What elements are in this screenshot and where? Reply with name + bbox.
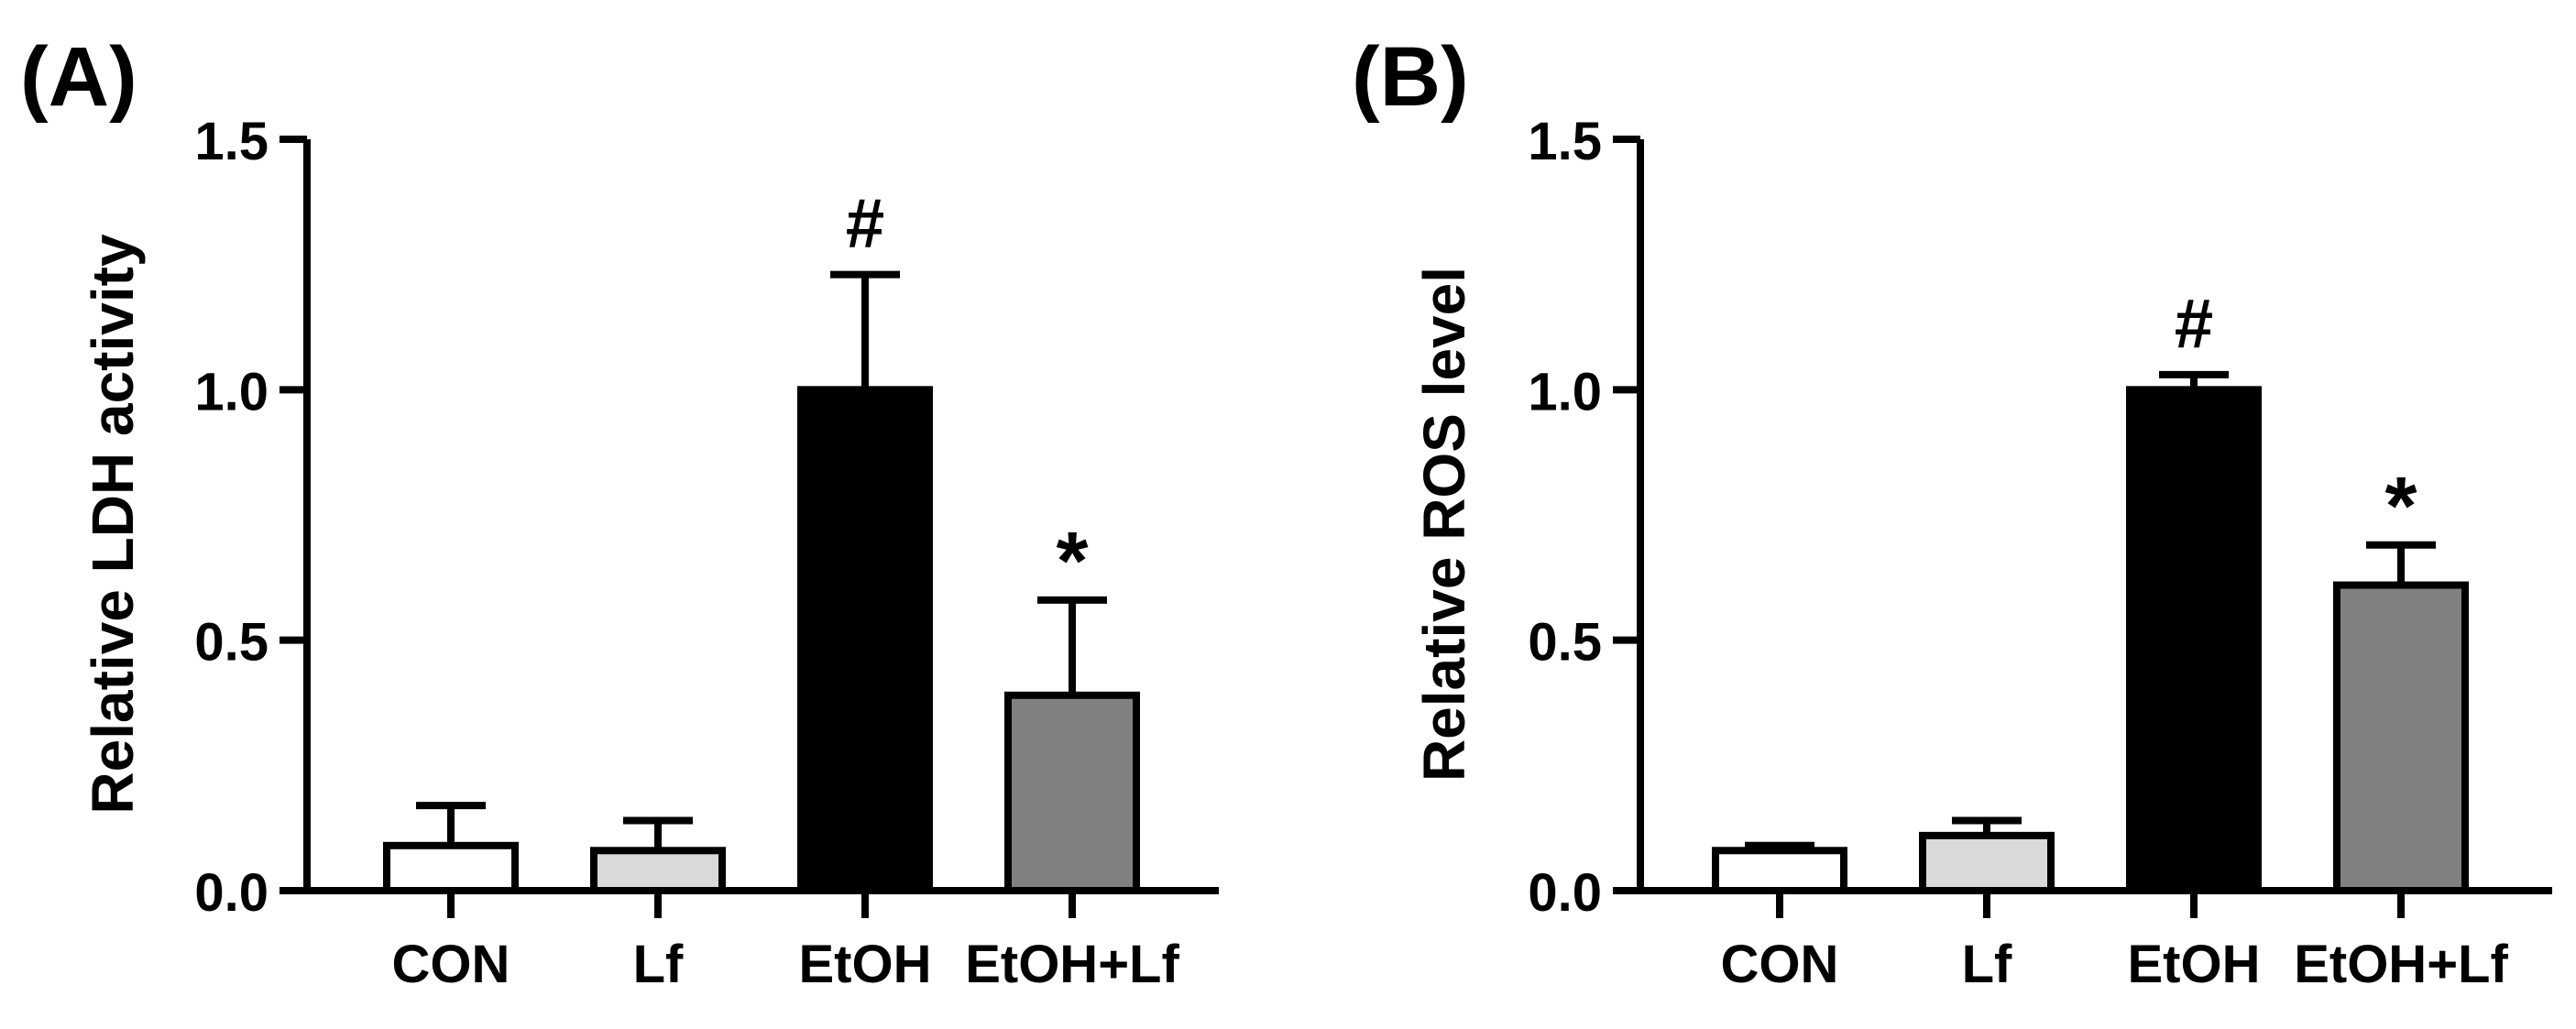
- x-tick-label: EtOH: [2128, 935, 2261, 994]
- x-tick-label: CON: [392, 935, 510, 994]
- x-tick-label: CON: [1721, 935, 1839, 994]
- panel-a: (A) Relative LDH activity 0.0 0.5 1.0 1.5 CON L…: [20, 30, 1219, 994]
- y-tick-label: 1.5: [1528, 112, 1602, 171]
- y-tick-label: 0.0: [1528, 863, 1602, 923]
- y-tick-label: 0.0: [194, 863, 269, 923]
- x-tick-label: Lf: [1962, 935, 2012, 994]
- bar-lf: [1919, 831, 2055, 894]
- panel-label: (A): [20, 30, 137, 124]
- y-tick-label: 1.5: [194, 112, 269, 171]
- y-axis-label: Relative ROS level: [1411, 267, 1477, 782]
- y-axis-label: Relative LDH activity: [80, 234, 146, 815]
- bar-con: [383, 841, 519, 894]
- significance-marker: #: [846, 185, 884, 263]
- bar-etoh-lf: [1004, 691, 1140, 894]
- y-tick-label: 1.0: [1528, 362, 1602, 421]
- significance-marker: *: [1056, 516, 1088, 608]
- y-tick-label: 0.5: [1528, 613, 1602, 673]
- bar-etoh: [797, 386, 933, 895]
- significance-marker: #: [2175, 285, 2213, 363]
- y-tick-label: 0.5: [194, 613, 269, 673]
- y-tick-label: 1.0: [194, 362, 269, 421]
- x-tick-label: EtOH+Lf: [2294, 935, 2508, 994]
- bar-etoh-lf: [2333, 581, 2469, 894]
- panel-label: (B): [1352, 30, 1469, 124]
- bar-lf: [590, 847, 726, 894]
- bar-con: [1712, 847, 1847, 894]
- x-tick-label: Lf: [633, 935, 684, 994]
- x-tick-label: EtOH: [799, 935, 932, 994]
- panel-b: (B) Relative ROS level 0.0 0.5 1.0 1.5 CON Lf Et…: [1352, 30, 2552, 994]
- x-tick-label: EtOH+Lf: [965, 935, 1179, 994]
- bar-etoh: [2126, 386, 2262, 895]
- significance-marker: *: [2384, 461, 2417, 553]
